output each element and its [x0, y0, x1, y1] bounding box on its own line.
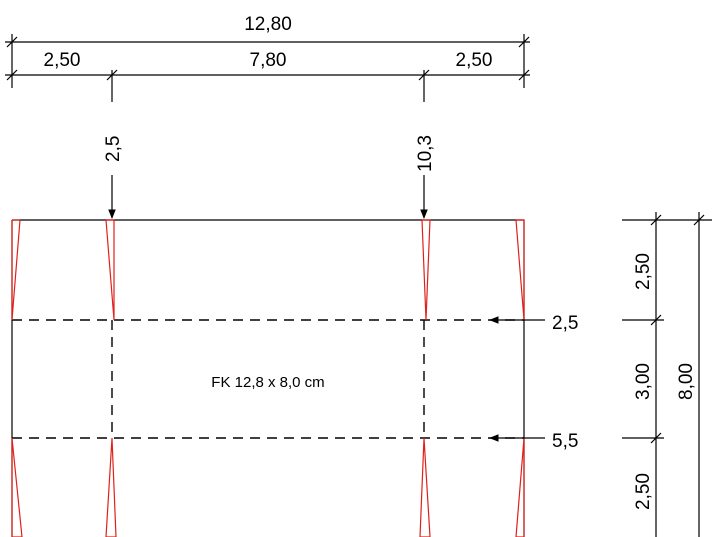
overall-width-label: 12,80: [244, 14, 292, 35]
cut-mark: [515, 219, 525, 321]
tick-mark: [106, 69, 118, 81]
segment-height-label-top: 2,50: [633, 253, 654, 290]
tick-mark: [650, 432, 662, 444]
cut-marks: [11, 219, 525, 537]
tick-mark: [518, 36, 530, 48]
fold-lines: [12, 319, 524, 439]
top-dimension-chain: 12,80 2,50 7,80 2,50: [5, 14, 530, 102]
segment-height-label-bottom: 2,50: [633, 473, 654, 510]
fold-position-label-right: 10,3: [415, 135, 436, 172]
vertical-fold-markers: 2,5 10,3: [103, 135, 436, 219]
horizontal-fold-markers: 2,5 5,5: [489, 313, 578, 452]
tick-mark: [6, 36, 18, 48]
tick-mark: [650, 214, 662, 226]
tick-mark: [693, 214, 705, 226]
segment-width-label-left: 2,50: [44, 50, 81, 71]
cut-mark: [105, 219, 115, 321]
cut-mark: [11, 219, 21, 321]
tick-mark: [6, 69, 18, 81]
segment-width-label-middle: 7,80: [250, 50, 287, 71]
cut-mark: [515, 437, 525, 537]
fold-position-label-bottom: 5,5: [552, 431, 578, 452]
fold-position-label-left: 2,5: [103, 136, 124, 162]
cut-mark: [421, 219, 431, 321]
cut-mark: [105, 437, 117, 537]
cut-mark: [419, 437, 431, 537]
tick-mark: [518, 69, 530, 81]
panel-size-label: FK 12,8 x 8,0 cm: [211, 374, 324, 391]
tick-mark: [418, 69, 430, 81]
fold-position-label-top: 2,5: [552, 313, 578, 334]
cut-mark: [11, 437, 23, 537]
segment-width-label-right: 2,50: [456, 50, 493, 71]
right-dimension-chain: 2,50 3,00 2,50 8,00: [622, 212, 712, 537]
segment-height-label-middle: 3,00: [633, 363, 654, 400]
tick-mark: [650, 314, 662, 326]
overall-height-label: 8,00: [676, 363, 697, 400]
